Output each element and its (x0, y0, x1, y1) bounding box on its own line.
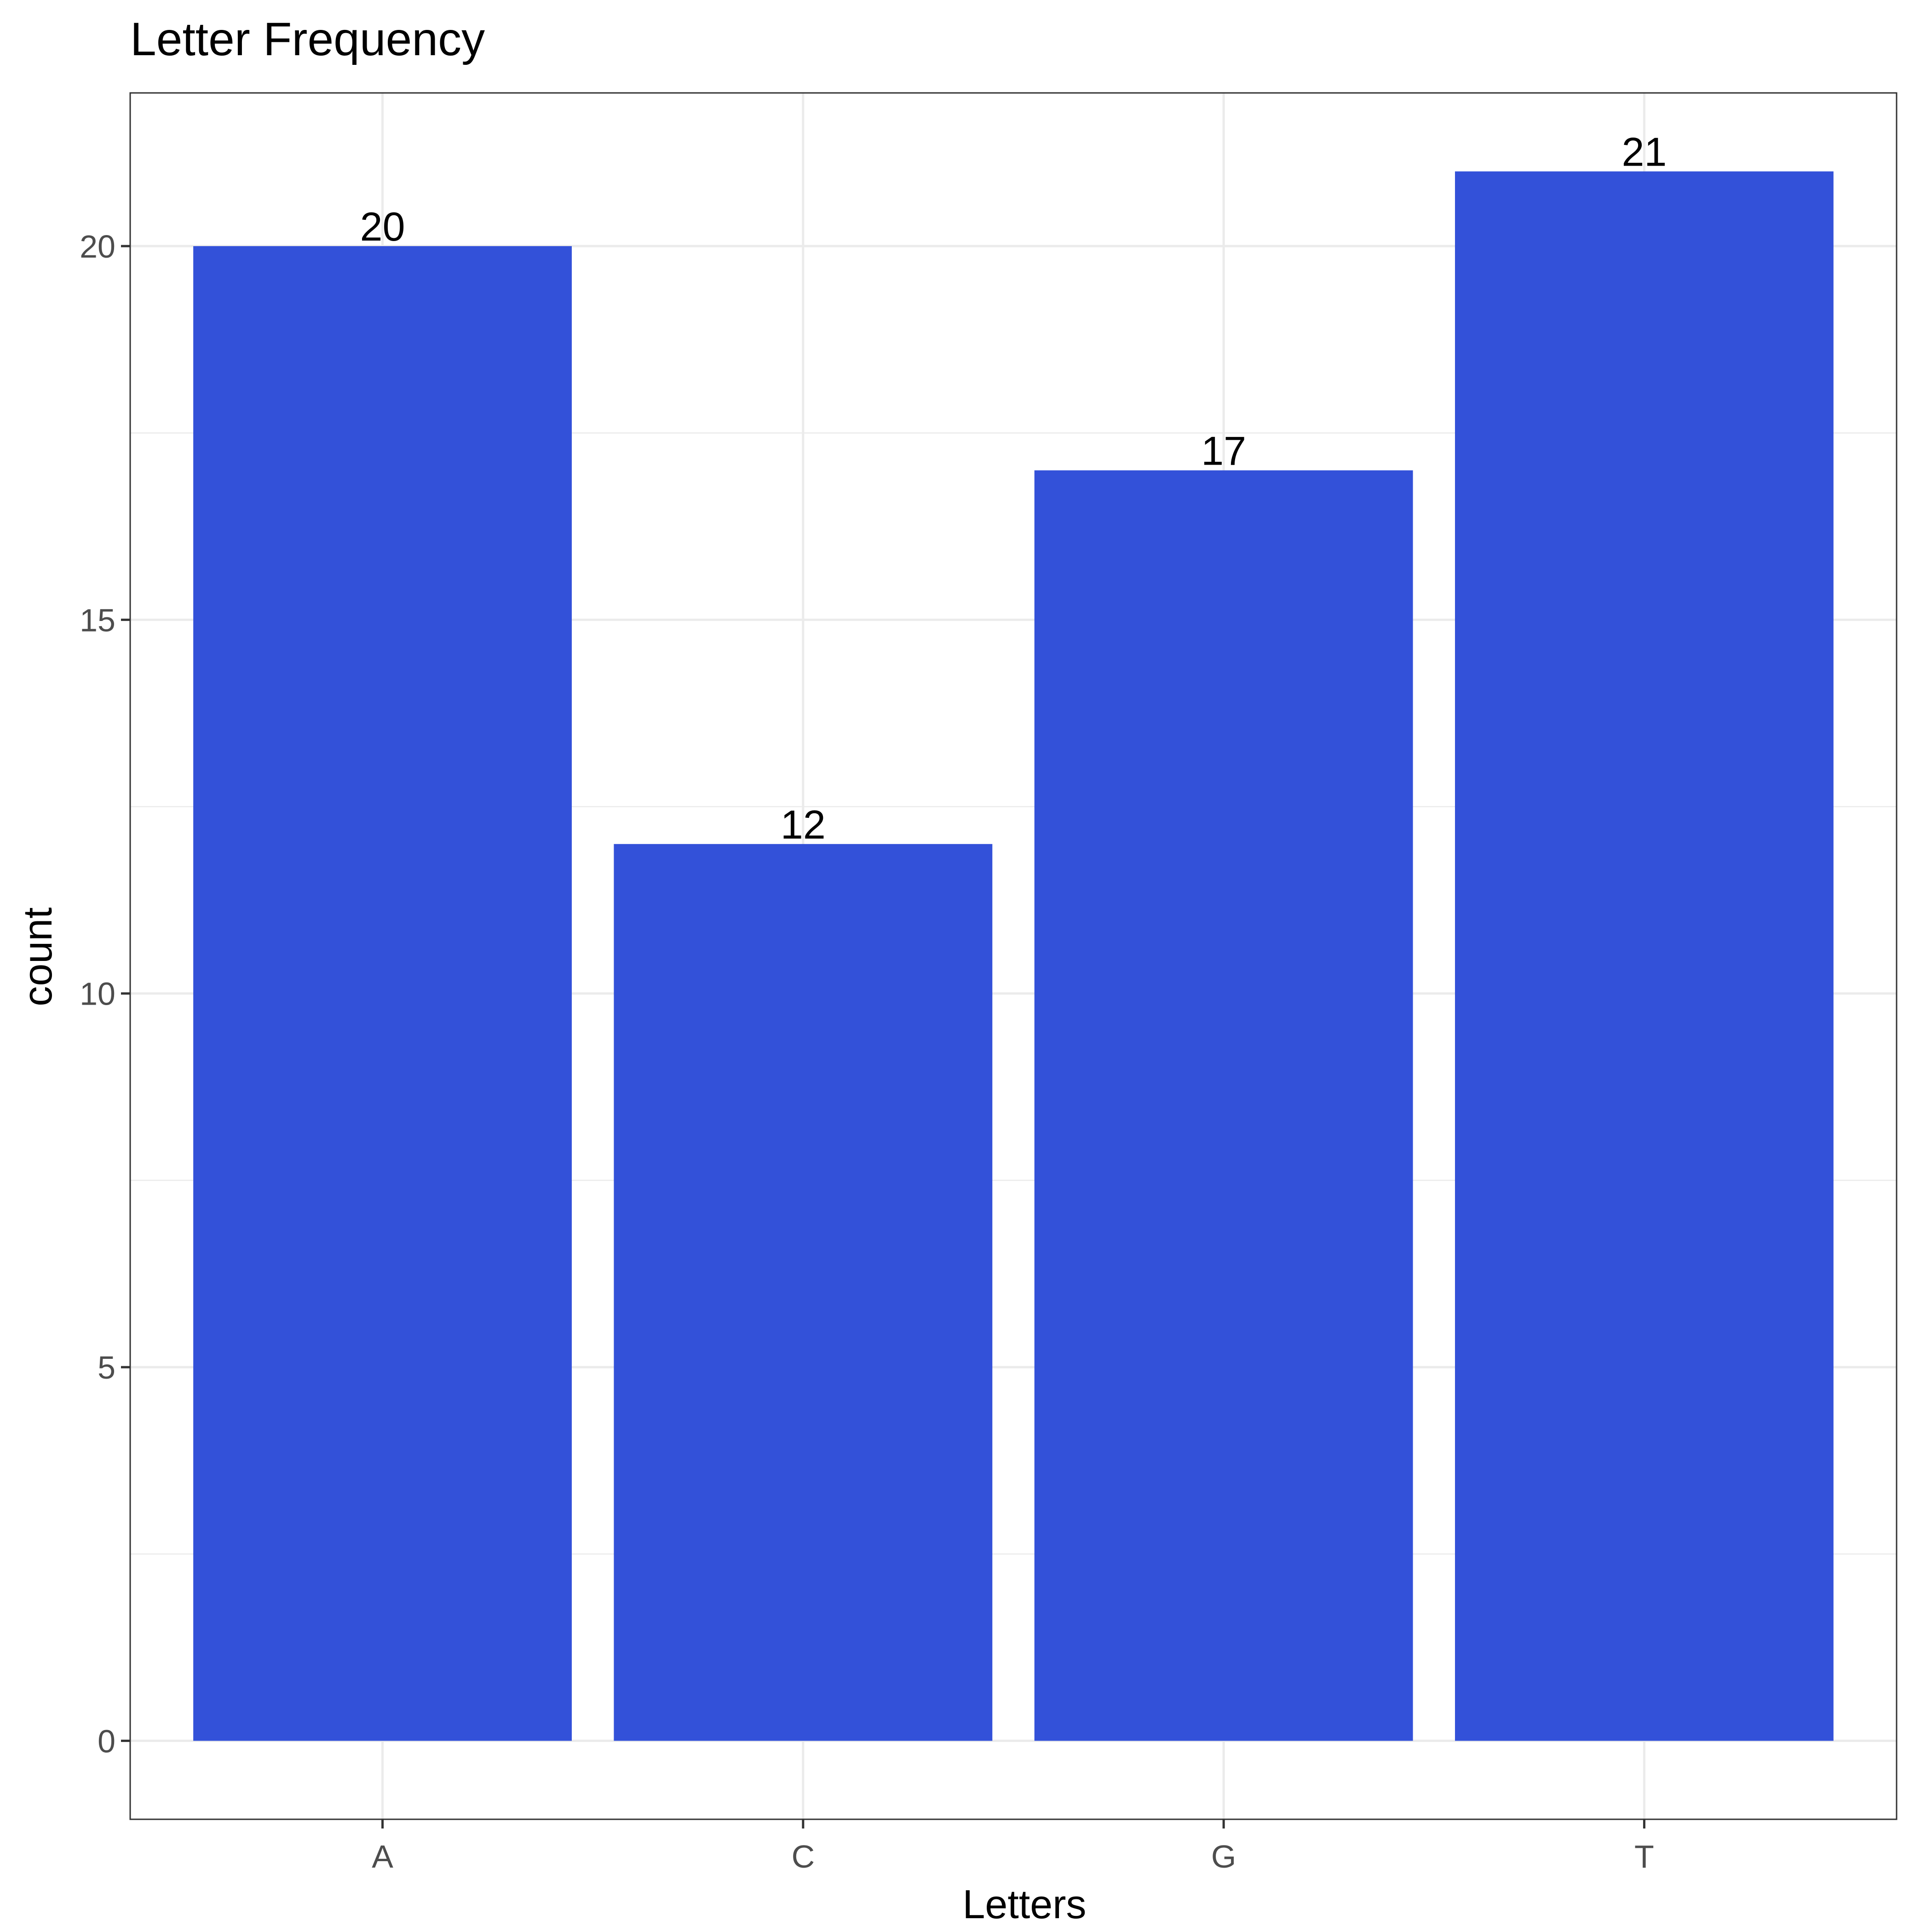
y-tick-label: 15 (80, 602, 115, 638)
bars (193, 171, 1834, 1741)
y-tick-label: 5 (98, 1350, 115, 1386)
panel-border (129, 92, 1898, 1820)
data-label-T: 21 (1622, 129, 1667, 175)
y-axis-title: count (15, 907, 60, 1006)
y-tick-label: 20 (80, 229, 115, 264)
y-tick-label: 10 (80, 976, 115, 1012)
data-labels: 20 12 17 21 (360, 129, 1667, 847)
bar-A (193, 246, 572, 1741)
y-tick-label: 0 (98, 1723, 115, 1759)
bar-C (614, 844, 993, 1741)
data-label-C: 12 (781, 802, 826, 847)
x-tick-label: C (792, 1839, 815, 1874)
bar-G (1034, 470, 1413, 1741)
data-label-A: 20 (360, 204, 405, 249)
x-tick-label: A (372, 1839, 393, 1874)
data-label-G: 17 (1201, 428, 1246, 473)
chart-title: Letter Frequency (130, 13, 485, 65)
x-tick-label: T (1634, 1839, 1654, 1874)
y-axis: 0 5 10 15 20 (80, 229, 130, 1759)
x-axis-title: Letters (962, 1881, 1086, 1927)
bar-T (1455, 171, 1834, 1741)
x-tick-label: G (1211, 1839, 1236, 1874)
